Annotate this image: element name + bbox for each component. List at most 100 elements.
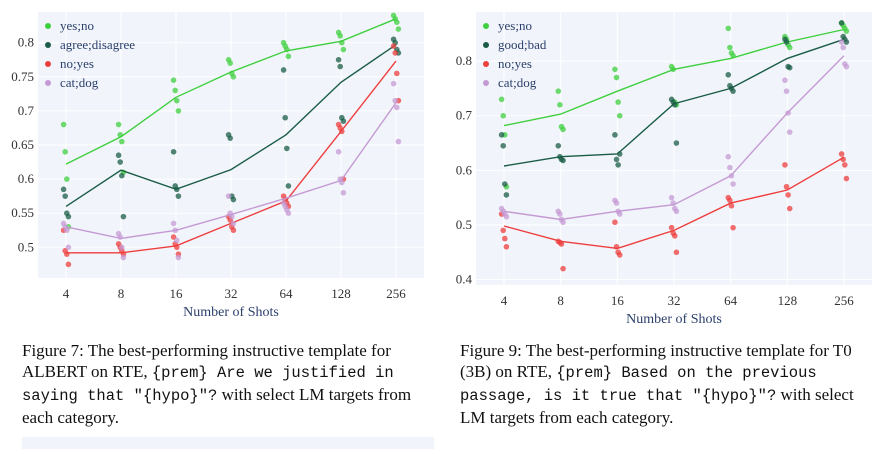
- scatter-point-no-yes: [390, 43, 397, 49]
- scatter-point-yes-no: [613, 74, 620, 81]
- scatter-point-no-yes: [560, 265, 566, 272]
- x-tick-label: 4: [63, 286, 70, 301]
- scatter-point-agree-disagree: [117, 159, 123, 165]
- scatter-point-good-bad: [843, 39, 850, 45]
- scatter-point-no-yes: [785, 192, 791, 198]
- scatter-point-yes-no: [500, 112, 506, 119]
- figure-9-label: Figure 9:: [460, 341, 522, 360]
- x-tick-label: 128: [331, 286, 351, 301]
- scatter-point-good-bad: [725, 71, 732, 78]
- scatter-point-cat-dog: [285, 210, 292, 217]
- scatter-point-yes-no: [616, 112, 623, 119]
- scatter-point-cat-dog: [64, 227, 70, 234]
- scatter-point-yes-no: [612, 66, 618, 73]
- x-axis-title: Number of Shots: [183, 305, 279, 320]
- scatter-point-good-bad: [615, 162, 621, 168]
- scatter-point-agree-disagree: [230, 196, 237, 203]
- scatter-point-yes-no: [560, 126, 566, 133]
- scatter-point-cat-dog: [616, 211, 623, 217]
- chart-figure-9: 0.4 0.5 0.6 0.7 0.8 4 8 16 32 64 128 256 Number of S…: [456, 12, 872, 327]
- scatter-point-no-yes: [65, 261, 72, 268]
- scatter-point-agree-disagree: [227, 135, 233, 141]
- x-tick-label: 64: [724, 293, 738, 308]
- scatter-point-no-yes: [672, 233, 678, 239]
- scatter-point-yes-no: [227, 60, 233, 66]
- scatter-point-no-yes: [843, 175, 850, 182]
- y-tick-label: 0.55: [11, 205, 34, 220]
- legend-label: yes;no: [60, 18, 94, 33]
- x-tick-label: 256: [386, 286, 406, 301]
- scatter-point-good-bad: [783, 39, 790, 45]
- scatter-point-cat-dog: [613, 200, 620, 206]
- scatter-point-cat-dog: [170, 220, 177, 227]
- legend-marker: [483, 80, 489, 86]
- scatter-point-good-bad: [673, 140, 680, 146]
- figure-9-caption: Figure 9: The best-performing instructiv…: [460, 340, 870, 428]
- legend-label: agree;disagree: [60, 37, 135, 52]
- legend-marker: [45, 61, 51, 67]
- x-tick-label: 64: [280, 286, 294, 301]
- scatter-point-cat-dog: [117, 234, 123, 240]
- scatter-point-no-yes: [727, 197, 733, 204]
- scatter-point-good-bad: [613, 156, 620, 163]
- scatter-point-yes-no: [337, 33, 344, 39]
- x-tick-label: 16: [611, 293, 625, 308]
- x-axis-title: Number of Shots: [626, 312, 722, 327]
- scatter-point-no-yes: [728, 203, 735, 209]
- scatter-point-yes-no: [170, 77, 177, 84]
- legend-label: no;yes: [498, 56, 532, 71]
- legend-label: no;yes: [60, 56, 94, 71]
- scatter-point-good-bad: [500, 142, 506, 149]
- scatter-point-yes-no: [725, 25, 732, 32]
- scatter-point-yes-no: [340, 46, 347, 53]
- series-line-cat-dog: [65, 102, 397, 240]
- scatter-point-cat-dog: [838, 39, 845, 45]
- scatter-point-no-yes: [502, 235, 508, 242]
- scatter-point-agree-disagree: [60, 186, 67, 193]
- scatter-point-yes-no: [64, 176, 70, 182]
- next-figure-strip: [22, 437, 434, 449]
- scatter-point-no-yes: [673, 249, 680, 256]
- scatter-point-agree-disagree: [335, 56, 342, 63]
- scatter-point-yes-no: [615, 99, 621, 105]
- scatter-point-cat-dog: [225, 193, 232, 199]
- scatter-point-cat-dog: [335, 149, 342, 155]
- scatter-point-cat-dog: [730, 181, 736, 187]
- scatter-point-yes-no: [557, 102, 563, 108]
- y-tick-label: 0.5: [18, 239, 34, 254]
- scatter-point-agree-disagree: [340, 118, 347, 124]
- scatter-point-yes-no: [172, 87, 178, 94]
- scatter-point-yes-no: [727, 44, 733, 51]
- scatter-point-yes-no: [843, 28, 850, 34]
- scatter-point-no-yes: [503, 243, 510, 250]
- scatter-point-cat-dog: [560, 219, 566, 226]
- scatter-point-no-yes: [783, 183, 790, 190]
- legend-marker: [483, 61, 489, 67]
- scatter-point-good-bad: [560, 157, 566, 164]
- scatter-point-cat-dog: [119, 244, 125, 251]
- scatter-point-good-bad: [498, 132, 505, 138]
- y-tick-label: 0.4: [456, 272, 473, 287]
- scatter-point-cat-dog: [394, 104, 400, 111]
- scatter-point-yes-no: [119, 138, 125, 145]
- x-tick-label: 8: [118, 286, 125, 301]
- x-tick-label: 16: [170, 286, 184, 301]
- figure-9-text-after: with select LM targets from each categor…: [460, 385, 854, 427]
- scatter-point-yes-no: [786, 44, 793, 51]
- legend-marker: [483, 42, 489, 48]
- legend-marker: [45, 42, 51, 48]
- scatter-point-cat-dog: [840, 44, 846, 51]
- scatter-point-agree-disagree: [175, 193, 182, 199]
- scatter-point-agree-disagree: [170, 149, 177, 155]
- scatter-point-cat-dog: [557, 211, 563, 217]
- y-tick-label: 0.8: [456, 53, 472, 68]
- scatter-point-yes-no: [498, 96, 505, 103]
- y-tick-label: 0.75: [11, 69, 34, 84]
- series-line-agree-disagree: [65, 44, 397, 207]
- scatter-point-agree-disagree: [115, 152, 122, 159]
- scatter-point-yes-no: [395, 26, 402, 32]
- x-tick-label: 128: [778, 293, 798, 308]
- scatter-point-agree-disagree: [120, 213, 127, 220]
- scatter-point-no-yes: [842, 162, 848, 168]
- figure-7-template-code: {prem} Are we justified in saying that "…: [22, 364, 394, 405]
